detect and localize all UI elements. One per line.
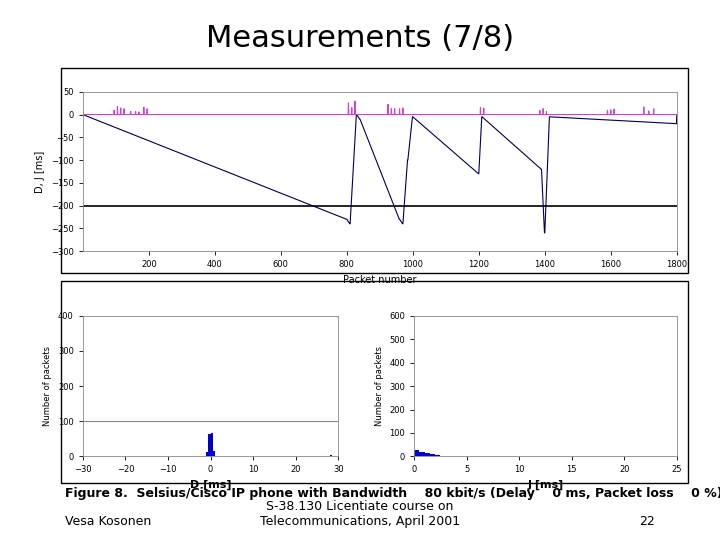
- Text: S-38.130 Licentiate course on
Telecommunications, April 2001: S-38.130 Licentiate course on Telecommun…: [260, 500, 460, 528]
- Bar: [210, 434, 212, 456]
- X-axis label: D [ms]: D [ms]: [190, 480, 231, 490]
- Y-axis label: D, J [ms]: D, J [ms]: [35, 150, 45, 193]
- Bar: [435, 455, 440, 456]
- Bar: [209, 434, 210, 456]
- Bar: [207, 452, 209, 456]
- Bar: [430, 454, 435, 456]
- Text: 22: 22: [639, 515, 655, 528]
- Text: Measurements (7/8): Measurements (7/8): [206, 24, 514, 53]
- Bar: [419, 452, 425, 456]
- Bar: [414, 449, 419, 456]
- Y-axis label: Number of packets: Number of packets: [374, 346, 384, 426]
- X-axis label: Packet number: Packet number: [343, 275, 417, 285]
- Bar: [425, 453, 430, 456]
- Text: Figure 8.  Selsius/Cisco IP phone with Bandwidth    80 kbit/s (Delay    0 ms, Pa: Figure 8. Selsius/Cisco IP phone with Ba…: [65, 487, 720, 500]
- X-axis label: J [ms]: J [ms]: [527, 480, 564, 490]
- Text: Vesa Kosonen: Vesa Kosonen: [65, 515, 151, 528]
- Y-axis label: Number of packets: Number of packets: [43, 346, 53, 426]
- Bar: [212, 451, 215, 456]
- Bar: [330, 455, 332, 456]
